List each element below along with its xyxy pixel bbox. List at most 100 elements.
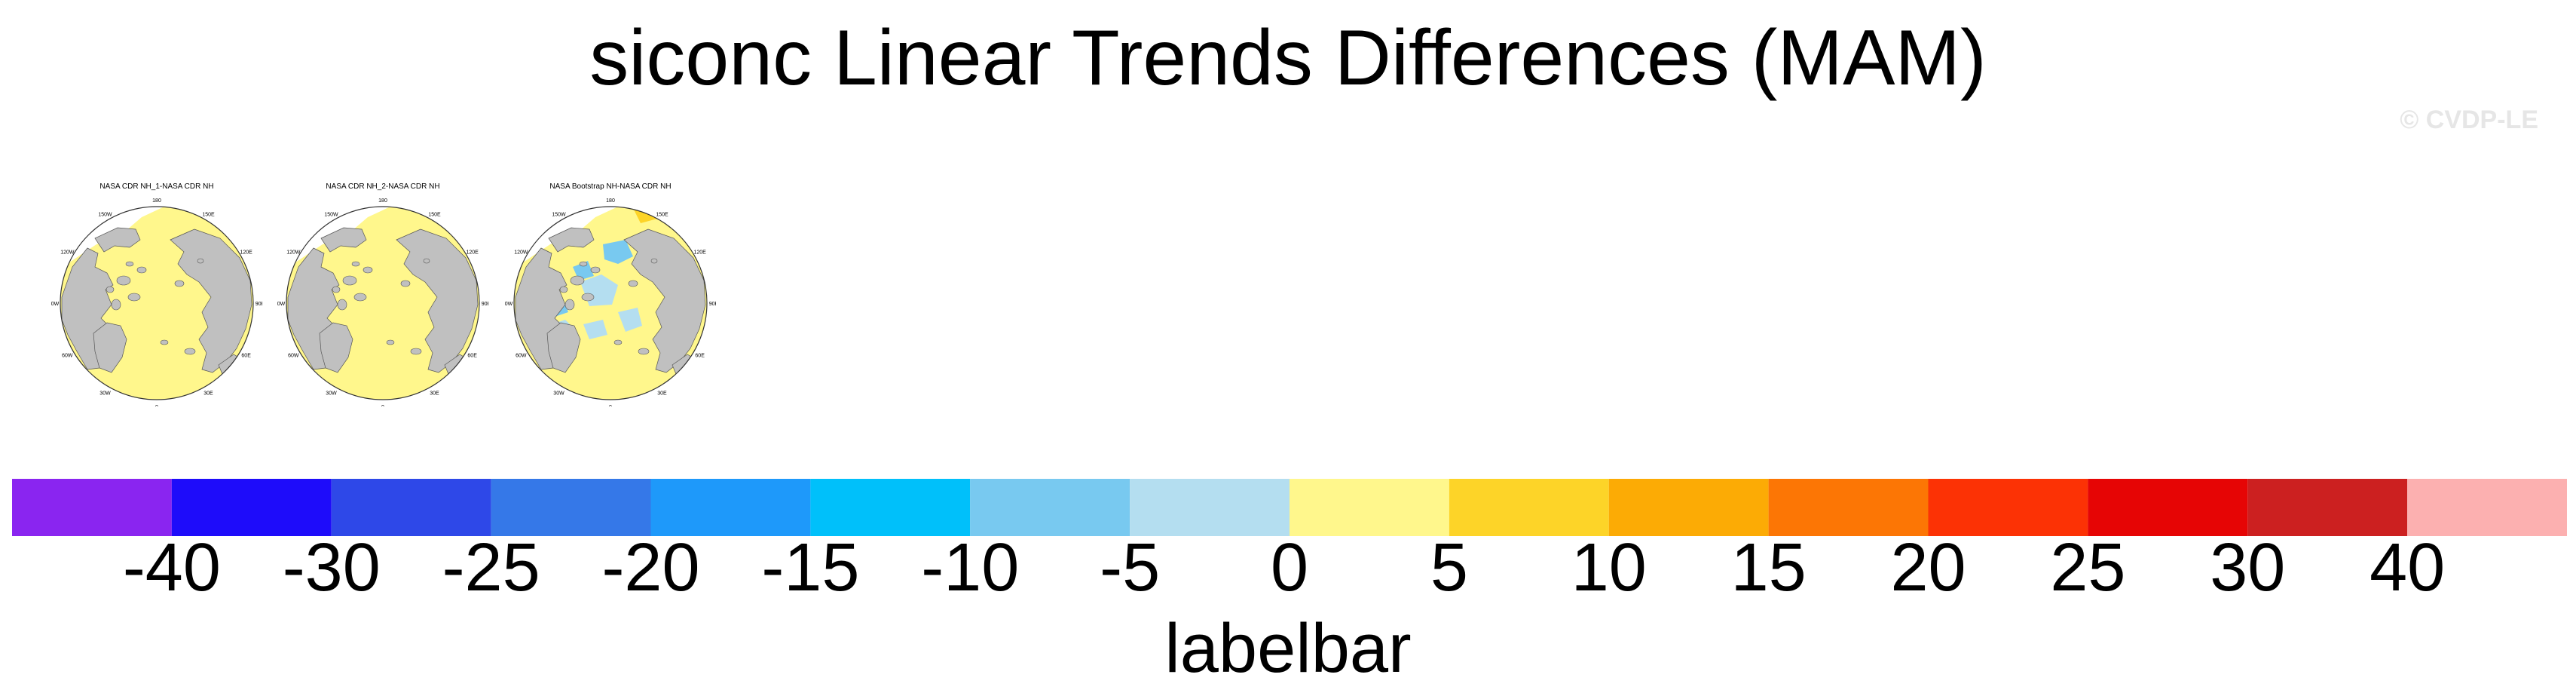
labelbar-title: labelbar — [1164, 610, 1412, 687]
island — [400, 280, 411, 287]
island — [386, 339, 395, 345]
longitude-label: 90W — [51, 302, 60, 307]
longitude-label: 180 — [606, 198, 615, 204]
island — [351, 261, 360, 267]
land-mass — [170, 228, 252, 373]
island — [590, 266, 601, 274]
island — [337, 299, 347, 311]
longitude-label: 150W — [552, 212, 566, 217]
longitude-label: 150W — [324, 212, 338, 217]
longitude-label: 120W — [60, 250, 75, 256]
island — [650, 258, 658, 264]
island — [363, 266, 373, 274]
longitude-label: 30W — [99, 391, 111, 397]
longitude-label: 60E — [467, 354, 477, 359]
land-mass — [319, 322, 353, 373]
island — [342, 275, 357, 286]
labelbar-tick-label: -20 — [601, 530, 699, 599]
polar-map: 180 150E 120E 90E 60E 30E 0 30W 60W 90W 120W 150W — [51, 198, 262, 406]
island — [106, 286, 115, 293]
map-panel-3: NASA Bootstrap NH-NASA CDR NH 180 150E 120… — [505, 175, 716, 409]
labelbar-box — [970, 479, 1130, 536]
island — [174, 280, 185, 287]
island — [116, 275, 131, 286]
island — [613, 339, 623, 345]
longitude-label: 120E — [240, 250, 252, 256]
polar-map: 180 150E 120E 90E 60E 30E 0 30W 60W 90W 120W 150W — [277, 198, 488, 406]
labelbar-box — [12, 479, 172, 536]
island — [570, 275, 585, 286]
labelbar-box — [491, 479, 651, 536]
labelbar-tick-label: -15 — [761, 530, 859, 599]
panel-title: NASA CDR NH_2-NASA CDR NH — [326, 182, 440, 191]
island — [579, 261, 588, 267]
map-panel-2: NASA CDR NH_2-NASA CDR NH 180 150E 120E 90E… — [277, 175, 488, 409]
longitude-label: 30E — [203, 391, 213, 397]
longitude-label: 90W — [505, 302, 513, 307]
labelbar-box — [2407, 479, 2567, 536]
polar-map: 180 150E 120E 90E 60E 30E 0 30W 60W 90W 120W 150W — [505, 198, 716, 406]
labelbar-tick-label: -5 — [1100, 530, 1160, 599]
longitude-label: 120E — [693, 250, 706, 256]
longitude-label: 150E — [656, 212, 668, 217]
watermark: © CVDP-LE — [2400, 106, 2538, 134]
labelbar-tick-label: 0 — [1271, 530, 1308, 599]
longitude-label: 90E — [255, 302, 262, 307]
labelbar-box — [1608, 479, 1769, 536]
labelbar-box — [1290, 479, 1449, 536]
longitude-label: 30W — [326, 391, 337, 397]
longitude-label: 90W — [277, 302, 286, 307]
labelbar-tick-label: 5 — [1430, 530, 1468, 599]
land-mass — [320, 227, 367, 253]
island — [581, 293, 595, 302]
labelbar-tick-label: 10 — [1571, 530, 1647, 599]
longitude-label: 60E — [241, 354, 251, 359]
labelbar-tick-label: -25 — [442, 530, 540, 599]
island — [127, 293, 141, 302]
labelbar-tick-label: -30 — [283, 530, 381, 599]
negative-trend-patch — [583, 320, 607, 339]
labelbar-box — [650, 479, 811, 536]
island — [423, 258, 430, 264]
panel-title: NASA CDR NH_1-NASA CDR NH — [99, 182, 214, 191]
labelbar-box — [1768, 479, 1929, 536]
longitude-label: 60W — [516, 354, 527, 359]
island — [160, 339, 169, 345]
longitude-label: 180 — [152, 198, 161, 204]
labelbar-box — [1928, 479, 2088, 536]
labelbar-box — [171, 479, 332, 536]
negative-trend-patch — [618, 308, 642, 332]
labelbar-tick-label: 20 — [1890, 530, 1966, 599]
labelbar-box — [1449, 479, 1609, 536]
page-title: siconc Linear Trends Differences (MAM) — [589, 14, 1987, 102]
longitude-label: 150E — [202, 212, 215, 217]
labelbar-tick-label: 25 — [2050, 530, 2125, 599]
island — [184, 348, 196, 355]
longitude-label: 0 — [609, 405, 612, 406]
island — [638, 348, 650, 355]
negative-trend-patch — [573, 261, 594, 281]
longitude-label: 30E — [430, 391, 439, 397]
longitude-label: 180 — [378, 198, 387, 204]
labelbar-box — [2247, 479, 2408, 536]
island — [353, 293, 367, 302]
longitude-label: 150E — [428, 212, 441, 217]
island — [410, 348, 422, 355]
labelbar-tick-label: -10 — [921, 530, 1019, 599]
land-mass — [623, 228, 706, 373]
map-boundary — [513, 206, 708, 400]
map-boundary — [286, 206, 480, 400]
longitude-label: 90E — [709, 302, 716, 307]
longitude-label: 60E — [695, 354, 705, 359]
land-mass — [548, 227, 595, 253]
longitude-label: 30W — [553, 391, 564, 397]
longitude-label: 120W — [514, 250, 528, 256]
labelbar-tick-label: 40 — [2369, 530, 2445, 599]
land-mass — [93, 322, 127, 373]
longitude-label: 0 — [381, 405, 384, 406]
island — [559, 286, 568, 293]
map-boundary — [60, 206, 254, 400]
island — [564, 299, 575, 311]
negative-trend-patch — [603, 240, 633, 264]
labelbar-tick-label: -40 — [123, 530, 221, 599]
